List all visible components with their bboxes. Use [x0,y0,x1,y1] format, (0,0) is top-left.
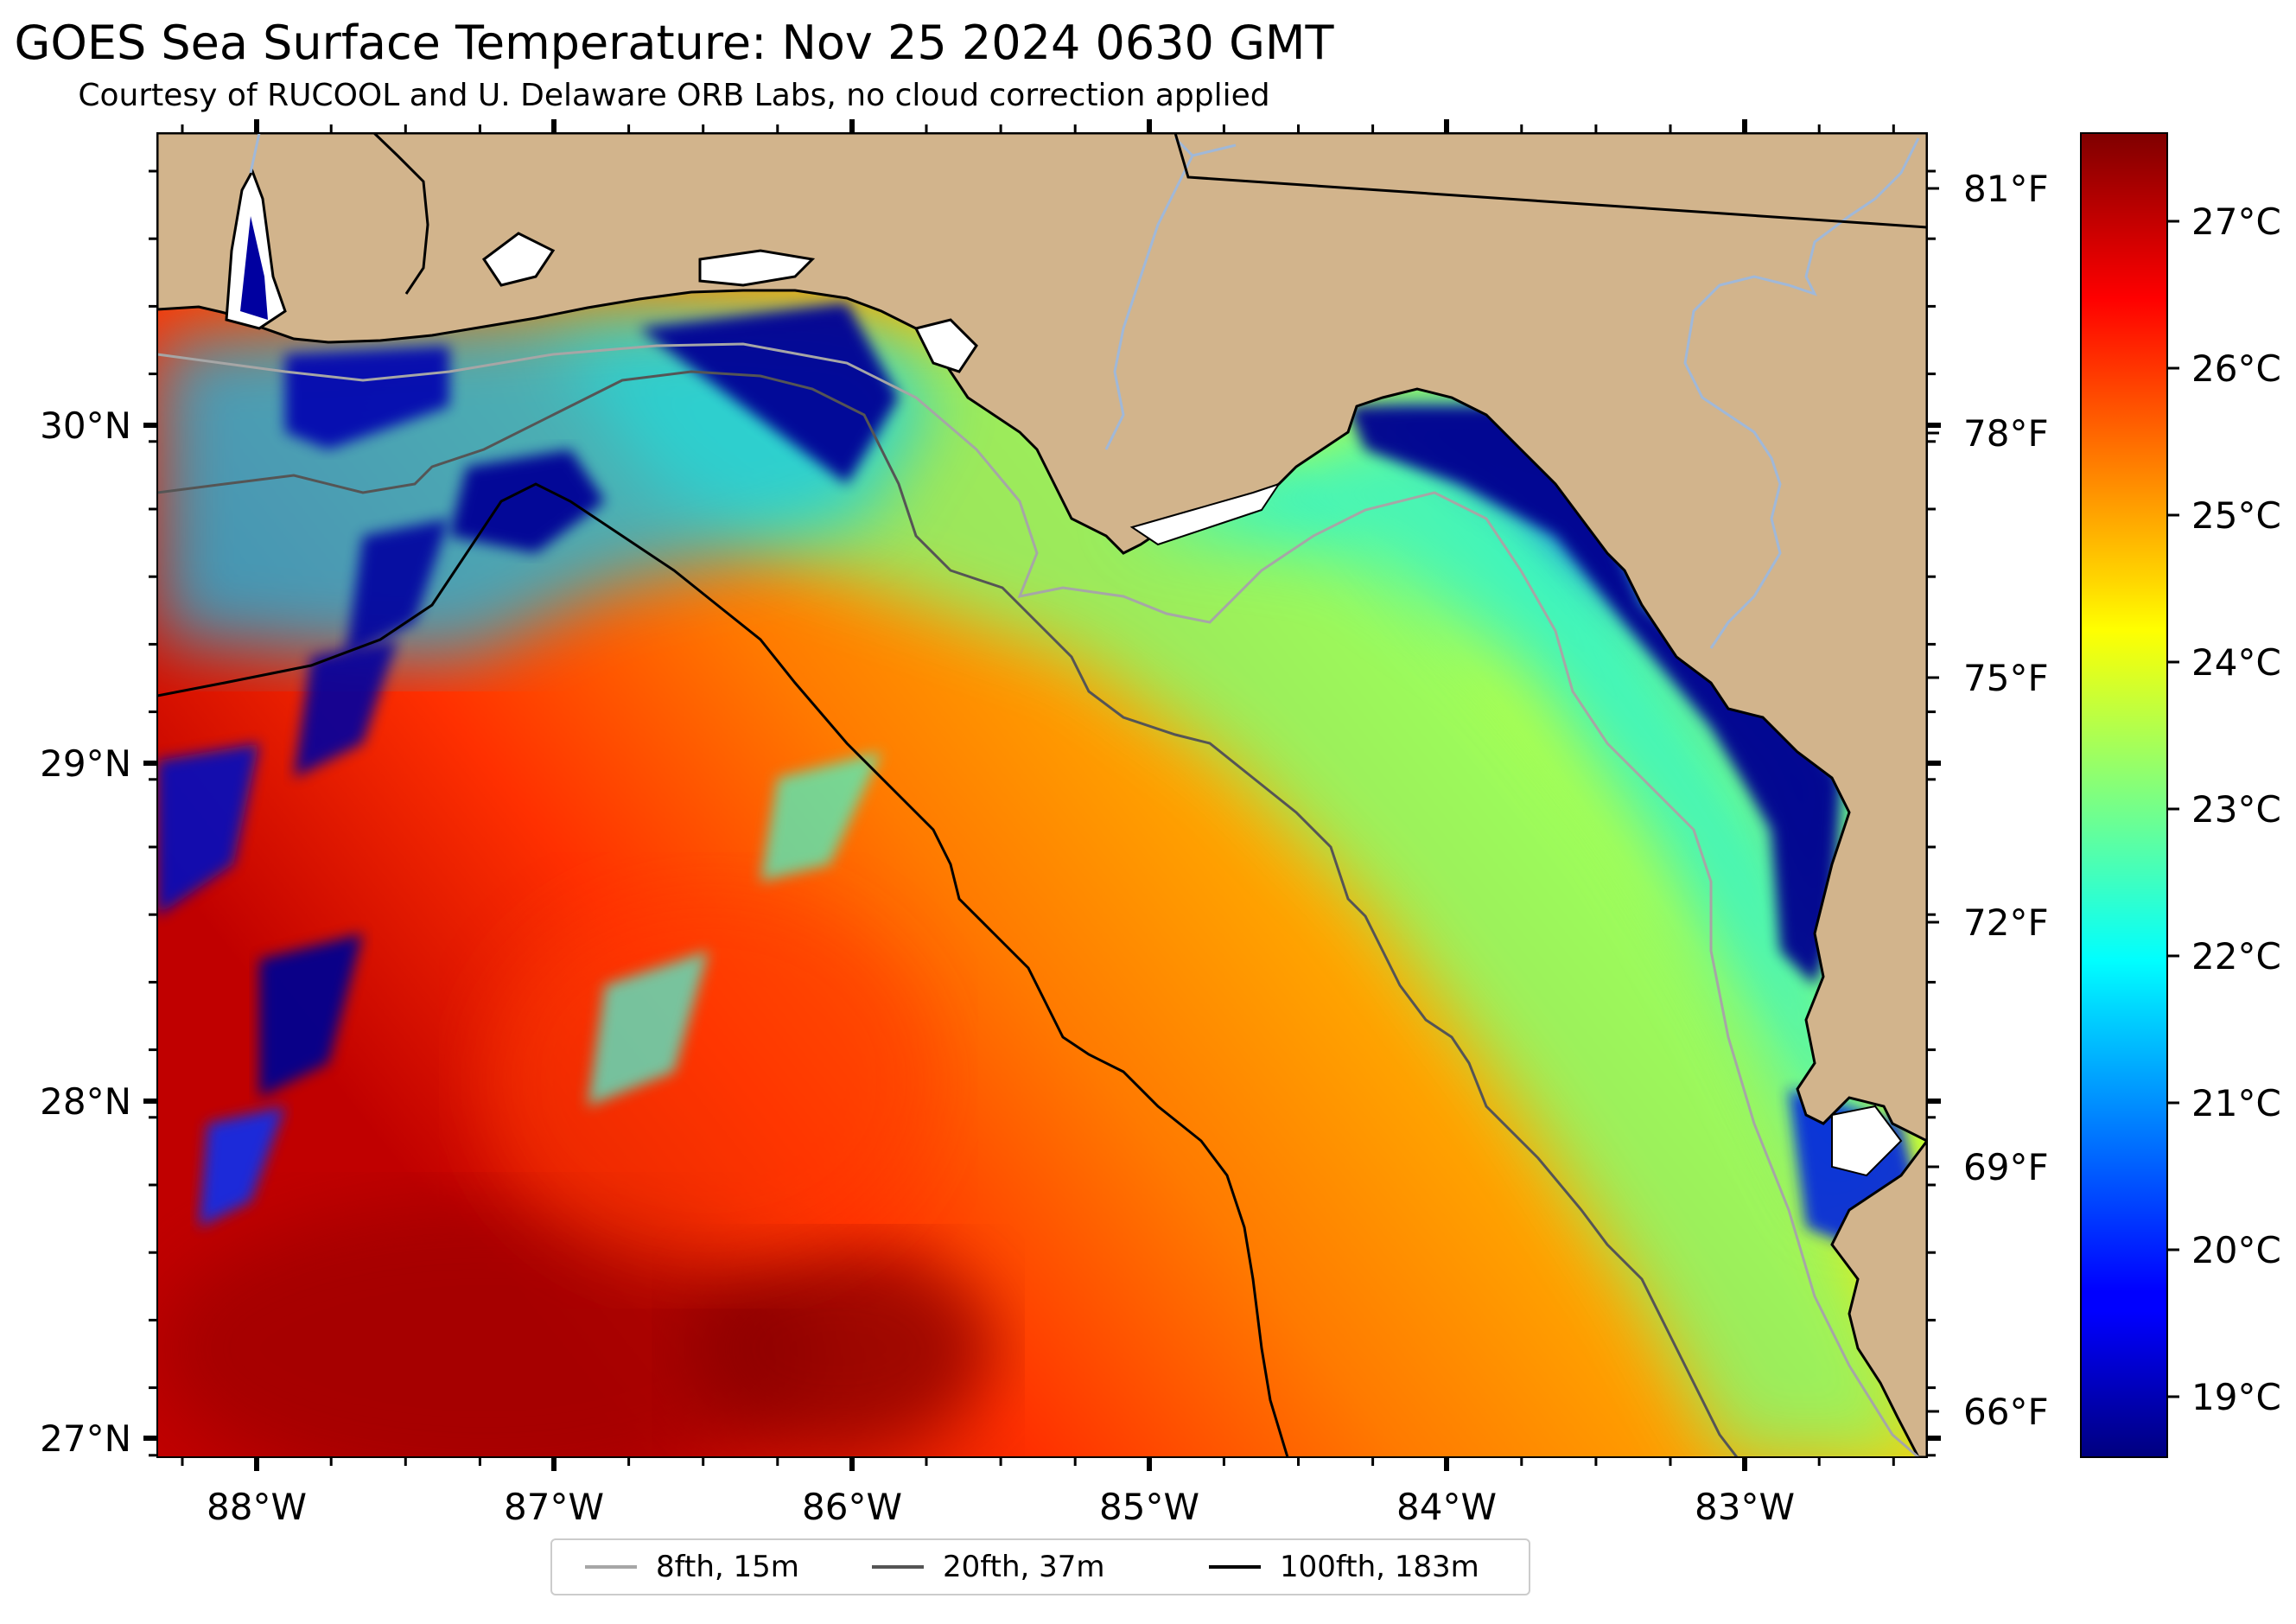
map-frame [156,132,1928,1458]
temp-f-label-66: 66°F [1963,1391,2049,1433]
temp-f-label-75: 75°F [1963,657,2049,699]
map-subtitle: Courtesy of RUCOOL and U. Delaware ORB L… [78,78,1270,113]
colorbar-label-20c: 20°C [2191,1229,2281,1271]
map-title: GOES Sea Surface Temperature: Nov 25 202… [14,16,1334,70]
lon-label-88w: 88°W [207,1486,307,1528]
lon-label-83w: 83°W [1695,1486,1795,1528]
minor-ticks [149,124,1936,1466]
lat-label-30n: 30°N [40,404,131,447]
colorbar-label-19c: 19°C [2191,1376,2281,1418]
temp-f-label-81: 81°F [1963,168,2049,210]
lat-label-29n: 29°N [40,742,131,785]
temp-f-label-69: 69°F [1963,1146,2049,1188]
lon-label-84w: 84°W [1396,1486,1497,1528]
lat-label-27n: 27°N [40,1417,131,1460]
land-mass [157,133,1927,1457]
lon-label-85w: 85°W [1099,1486,1199,1528]
colorbar-label-27c: 27°C [2191,201,2281,243]
temp-f-label-78: 78°F [1963,412,2049,455]
river-lines [249,133,1920,649]
colorbar-label-24c: 24°C [2191,641,2281,684]
bathymetry-contours [157,342,1919,1457]
colorbar-label-25c: 25°C [2191,494,2281,537]
contour-legend: 8fth, 15m 20fth, 37m 100fth, 183m [550,1538,1530,1595]
legend-label-100fth: 100fth, 183m [1280,1550,1479,1584]
temp-f-label-72: 72°F [1963,901,2049,944]
lon-label-87w: 87°W [504,1486,604,1528]
legend-item-100fth: 100fth, 183m [1209,1540,1479,1594]
legend-line-20fth [872,1565,924,1569]
legend-label-8fth: 8fth, 15m [656,1550,799,1584]
legend-line-8fth [585,1565,637,1569]
colorbar-label-22c: 22°C [2191,935,2281,978]
colorbar-label-26c: 26°C [2191,347,2281,390]
legend-label-20fth: 20fth, 37m [943,1550,1105,1584]
colorbar [2080,132,2168,1458]
legend-item-20fth: 20fth, 37m [872,1540,1105,1594]
lon-label-86w: 86°W [802,1486,902,1528]
colorbar-label-21c: 21°C [2191,1082,2281,1124]
legend-line-100fth [1209,1565,1261,1569]
sst-field [157,133,1927,1457]
lat-label-28n: 28°N [40,1080,131,1123]
colorbar-label-23c: 23°C [2191,788,2281,831]
legend-item-8fth: 8fth, 15m [585,1540,799,1594]
